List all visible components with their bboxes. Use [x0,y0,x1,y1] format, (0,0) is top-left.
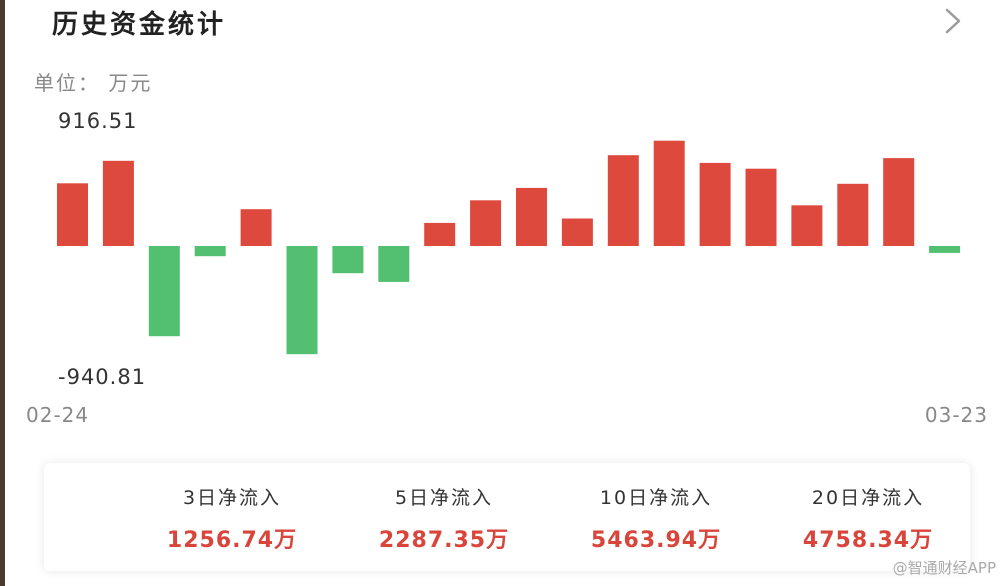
inflow-bar [516,187,547,246]
stat-value: 2287.35万 [378,528,510,553]
inflow-bar [102,160,134,246]
outflow-bar [148,246,180,337]
unit-label: 单位： 万元 [34,71,153,95]
stat-3-day: 3日净流入 1256.74万 [132,483,332,554]
inflow-bar [745,168,777,246]
stat-label: 5日净流入 [394,487,494,509]
outflow-bar [194,246,226,257]
fund-flow-bar-chart: 916.51 -940.81 02-24 03-23 [26,109,988,427]
x-start-label: 02-24 [26,403,89,427]
outflow-bar [332,246,364,274]
outflow-bar [378,246,410,282]
chevron-right-icon[interactable] [938,6,968,36]
stat-label: 20日净流入 [811,487,925,509]
inflow-bar [240,209,272,246]
stat-label: 3日净流入 [182,487,282,509]
inflow-bar [883,158,915,246]
stat-label: 10日净流入 [599,487,713,509]
inflow-bar [57,183,88,246]
stat-value: 1256.74万 [166,528,298,553]
stat-value: 4758.34万 [802,528,934,553]
stat-5-day: 5日净流入 2287.35万 [344,483,544,554]
inflow-bar [424,222,456,246]
stat-20-day: 20日净流入 4758.34万 [768,483,968,554]
watermark: @智通财经APP [892,559,996,577]
outflow-bar [929,246,961,253]
inflow-bar [791,205,823,246]
net-inflow-summary: 3日净流入 1256.74万 5日净流入 2287.35万 10日净流入 546… [44,463,970,571]
y-min-label: -940.81 [58,365,146,389]
inflow-bar [470,200,502,246]
inflow-bar [837,183,869,246]
inflow-bar [607,155,639,246]
outflow-bar [286,246,318,355]
inflow-bar [561,218,593,246]
stat-10-day: 10日净流入 5463.94万 [556,483,756,554]
inflow-bar [699,162,731,246]
x-end-label: 03-23 [925,403,988,427]
window-edge [0,0,5,586]
stat-value: 5463.94万 [590,528,722,553]
y-max-label: 916.51 [58,109,137,133]
inflow-bar [653,140,685,246]
page-title: 历史资金统计 [52,10,227,40]
